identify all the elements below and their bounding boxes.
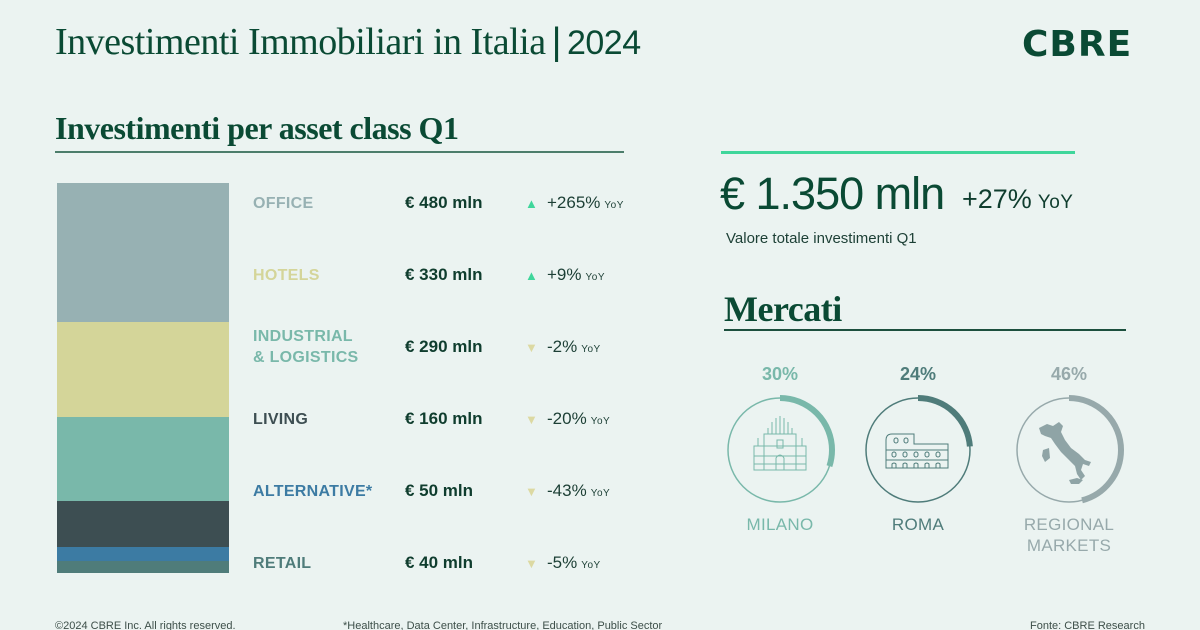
arrow-up-icon: ▲ [525,267,538,283]
arrow-down-icon: ▼ [525,555,538,571]
asset-label: LIVING [253,410,309,428]
roma-ring [863,395,973,505]
arrow-down-icon: ▼ [525,483,538,499]
bar-segment-hotels [57,321,229,417]
market-name: REGIONAL MARKETS [1023,515,1115,555]
market-pct: 30% [761,364,799,384]
market-name: MILANO [746,515,814,534]
section-divider [55,151,624,153]
regional-ring [1014,395,1124,505]
market-name: ROMA [891,515,945,534]
yoy-label: YoY [590,416,611,427]
market-regional: 46% REGIONAL MARKETS [999,364,1139,556]
yoy-change: +265% YoY [547,193,624,213]
asset-class-section-title: Investimenti per asset class Q1 [55,110,459,146]
footer-note: *Healthcare, Data Center, Infrastructure… [343,620,663,630]
footer-copyright: ©2024 CBRE Inc. All rights reserved. [55,620,236,630]
duomo-icon [753,416,807,471]
asset-row: INDUSTRIAL & LOGISTICS € 290 mln ▼ -2% YoY [253,325,653,369]
yoy-label: YoY [590,488,611,499]
yoy-change: -43% YoY [547,481,610,501]
change-value: -5% [547,553,578,572]
yoy-change: +9% YoY [547,265,605,285]
total-change-value: +27% [962,184,1032,214]
asset-label: ALTERNATIVE* [253,482,373,500]
market-milano: 30% MILANO [710,364,850,535]
bar-segment-retail [57,561,229,573]
title-separator: | [551,21,562,63]
asset-row: RETAIL € 40 mln ▼ -5% YoY [253,541,653,585]
total-yoy-change: +27% YoY [962,184,1073,215]
stacked-asset-bar [57,183,229,573]
markets-title: Mercati [724,289,842,329]
title-year: 2024 [566,24,641,62]
market-pct: 24% [899,364,937,384]
market-roma: 24% ROMA [848,364,988,535]
yoy-change: -5% YoY [547,553,601,573]
arrow-down-icon: ▼ [525,339,538,355]
asset-label: INDUSTRIAL & LOGISTICS [253,328,359,366]
change-value: -43% [547,481,587,500]
yoy-label: YoY [585,272,605,283]
market-pct: 46% [1050,364,1088,384]
milano-ring [725,395,835,505]
total-caption: Valore totale investimenti Q1 [726,230,917,247]
bar-segment-alternative [57,546,229,562]
asset-value: € 290 mln [405,337,483,356]
change-value: -2% [547,337,578,356]
asset-value: € 330 mln [405,265,483,284]
yoy-label: YoY [604,200,624,211]
change-value: -20% [547,409,587,428]
arrow-down-icon: ▼ [525,411,538,427]
asset-row: OFFICE € 480 mln ▲ +265% YoY [253,181,653,225]
cbre-logo: CBRE [1022,24,1133,65]
colosseum-icon [885,433,949,469]
bar-segment-office [57,183,229,322]
change-value: +9% [547,265,582,284]
arrow-up-icon: ▲ [525,195,538,211]
markets-divider [724,329,1126,331]
asset-value: € 40 mln [405,553,474,572]
yoy-label: YoY [581,560,601,571]
asset-label: HOTELS [253,266,320,284]
page-title-text: Investimenti Immobiliari in Italia [55,21,546,63]
yoy-change: -2% YoY [547,337,601,357]
asset-value: € 160 mln [405,409,483,428]
asset-row: HOTELS € 330 mln ▲ +9% YoY [253,253,653,297]
asset-row: ALTERNATIVE* € 50 mln ▼ -43% YoY [253,469,653,513]
asset-label: RETAIL [253,554,312,572]
italy-map-icon [1039,422,1091,484]
page-title: Investimenti Immobiliari in Italia | 2024 [55,20,641,64]
bar-segment-industrial-logistics [57,416,229,501]
bar-segment-living [57,500,229,547]
asset-label: OFFICE [253,194,314,212]
total-accent-divider [721,151,1075,154]
asset-value: € 480 mln [405,193,483,212]
yoy-label: YoY [581,344,601,355]
total-investment-value: € 1.350 mln [720,168,945,219]
asset-row: LIVING € 160 mln ▼ -20% YoY [253,397,653,441]
asset-value: € 50 mln [405,481,474,500]
change-value: +265% [547,193,601,212]
footer-source: Fonte: CBRE Research [1030,620,1145,630]
total-yoy-label: YoY [1037,192,1074,213]
yoy-change: -20% YoY [547,409,610,429]
